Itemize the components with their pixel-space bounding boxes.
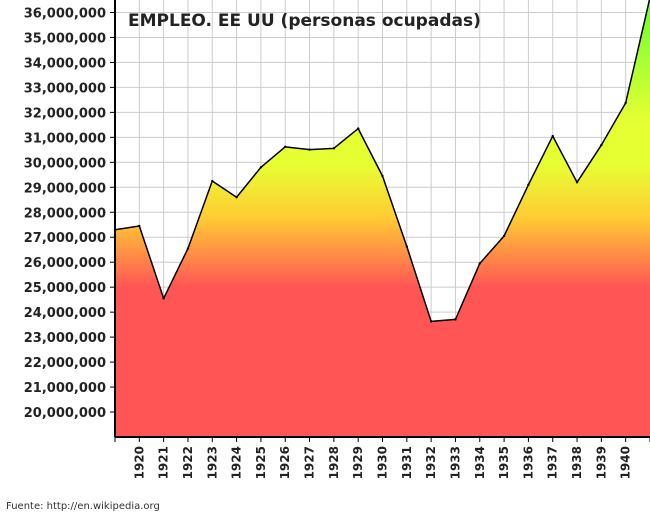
x-tick-label: 1932	[424, 446, 438, 479]
y-tick-label: 21,000,000	[24, 381, 106, 396]
y-tick-label: 22,000,000	[24, 356, 106, 371]
x-tick-label: 1939	[594, 446, 608, 479]
area-fill	[115, 0, 650, 437]
x-tick-labels: 1920 1921 1922 1923 1924 1925 1926 1927 1928 1929…	[132, 446, 632, 479]
x-tick-label: 1923	[205, 446, 219, 479]
chart-title: EMPLEO. EE UU (personas ocupadas)	[128, 11, 481, 31]
data-point-1927	[308, 148, 311, 151]
x-tick-label: 1925	[254, 446, 268, 479]
x-tick-label: 1924	[230, 446, 244, 479]
x-tick-label: 1922	[181, 446, 195, 479]
data-point-1930	[381, 174, 384, 178]
y-tick-label: 26,000,000	[24, 256, 106, 271]
data-point-1922	[186, 247, 190, 250]
y-tick-label: 32,000,000	[24, 106, 106, 121]
y-tick-label: 34,000,000	[24, 56, 106, 71]
axes	[110, 0, 650, 442]
x-tick-label: 1929	[351, 446, 365, 479]
y-tick-label: 27,000,000	[24, 231, 106, 246]
data-point-1932	[429, 320, 433, 323]
x-tick-label: 1927	[303, 446, 317, 479]
x-tick-label: 1930	[376, 446, 390, 479]
data-point-1924	[235, 196, 238, 199]
data-point-1939	[600, 143, 603, 147]
data-point-1938	[575, 181, 579, 184]
source-note: Fuente: http://en.wikipedia.org	[6, 501, 160, 512]
y-tick-label: 25,000,000	[24, 281, 106, 296]
data-point-1929	[356, 127, 360, 130]
y-tick-label: 35,000,000	[24, 31, 106, 46]
x-tick-label: 1938	[570, 446, 584, 479]
data-point-1931	[405, 245, 409, 248]
data-point-1923	[211, 179, 214, 183]
data-point-1937	[551, 134, 554, 138]
x-tick-label: 1940	[619, 446, 633, 479]
x-tick-label: 1928	[327, 446, 341, 479]
y-tick-label: 23,000,000	[24, 331, 106, 346]
x-tick-label: 1935	[497, 446, 511, 479]
x-tick-label: 1937	[546, 446, 560, 479]
y-tick-label: 29,000,000	[24, 181, 106, 196]
data-point-1925	[259, 166, 263, 169]
x-tick-label: 1926	[278, 446, 292, 479]
data-area	[113, 0, 650, 437]
x-tick-label: 1921	[157, 446, 171, 479]
x-tick-label: 1931	[400, 446, 414, 479]
data-point-1920	[138, 224, 141, 228]
data-point-1928	[332, 147, 336, 150]
data-point-1926	[284, 145, 287, 149]
x-tick-label: 1933	[448, 446, 462, 479]
data-point-1933	[454, 318, 457, 321]
y-tick-label: 24,000,000	[24, 306, 106, 321]
y-tick-label: 31,000,000	[24, 131, 106, 146]
y-tick-label: 33,000,000	[24, 81, 106, 96]
data-point-1940	[624, 101, 627, 105]
x-tick-label: 1920	[132, 446, 146, 479]
x-tick-label: 1936	[521, 446, 535, 479]
y-tick-label: 30,000,000	[24, 156, 106, 171]
x-tick-label: 1934	[473, 446, 487, 479]
y-tick-label: 28,000,000	[24, 206, 106, 221]
y-tick-labels: 20,000,000 21,000,000 22,000,000 23,000,000…	[24, 6, 106, 421]
data-point-1934	[478, 262, 481, 265]
data-point-1921	[162, 297, 165, 300]
data-point-1935	[502, 234, 506, 238]
data-point-1936	[527, 183, 530, 186]
y-tick-label: 36,000,000	[24, 6, 106, 21]
y-tick-label: 20,000,000	[24, 406, 106, 421]
